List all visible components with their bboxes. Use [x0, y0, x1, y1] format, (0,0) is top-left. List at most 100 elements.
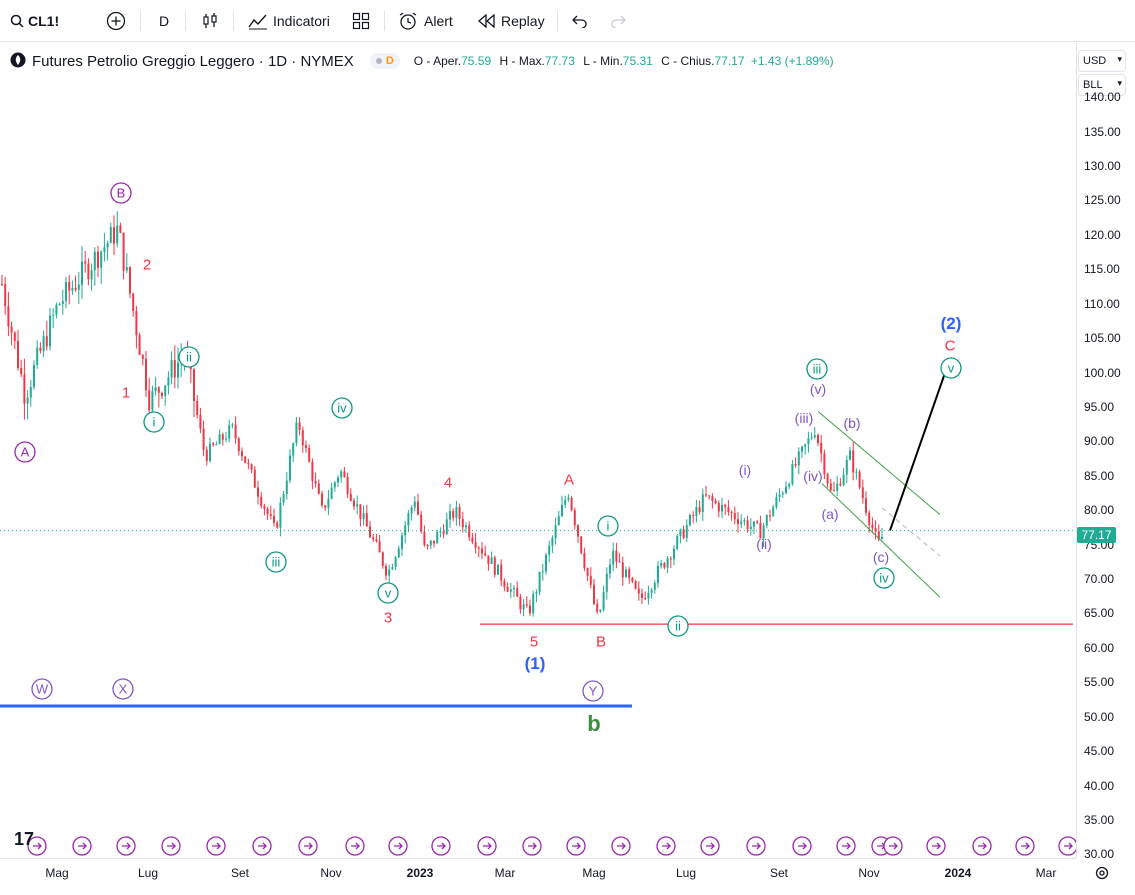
close-value: 77.17	[714, 54, 745, 68]
wave-label-circled: B	[110, 182, 132, 204]
candle-down	[237, 436, 240, 456]
candle-down	[378, 534, 381, 553]
wave-label-circle	[14, 441, 36, 463]
candle-down	[1, 274, 3, 287]
wave-label-plain: C	[945, 337, 956, 354]
replay-button[interactable]: Replay	[478, 0, 545, 42]
candle-body	[871, 524, 874, 529]
time-tick-label: 2023	[406, 866, 434, 880]
candle-down	[375, 533, 378, 543]
layouts-button[interactable]	[352, 0, 370, 42]
candle-body	[807, 438, 810, 445]
candle-down	[141, 353, 144, 366]
wave-label-circle	[331, 397, 353, 419]
candle-up	[106, 240, 109, 261]
candle-body	[538, 571, 541, 593]
wave-label-text: iv	[337, 401, 347, 416]
currency-select[interactable]: USD ▾	[1078, 50, 1126, 72]
tradingview-logo[interactable]: 17	[14, 829, 35, 849]
candle-down	[68, 274, 71, 305]
wave-label-text: v	[385, 586, 392, 601]
candle-up	[209, 437, 211, 463]
candle-up	[362, 505, 365, 526]
wave-label-circled: v	[940, 357, 962, 379]
symbol-status-icon	[10, 52, 26, 71]
indicators-button[interactable]: Indicatori	[248, 0, 330, 42]
interval-button[interactable]: D	[159, 0, 169, 42]
candle-up	[71, 280, 74, 295]
candle-body	[321, 493, 323, 506]
candle-body	[439, 531, 442, 533]
market-status-badge[interactable]: D	[369, 53, 400, 69]
candle-down	[516, 581, 519, 597]
candle-body	[33, 365, 35, 387]
candle-body	[557, 516, 560, 526]
candle-body	[657, 566, 659, 583]
candle-down	[861, 479, 864, 504]
market-badge-label: D	[385, 55, 394, 67]
unit-label: BLL	[1083, 79, 1103, 91]
candle-body	[93, 251, 96, 271]
top-toolbar: CL1! D Indicatori Alert Replay	[0, 0, 1135, 42]
compare-button[interactable]	[106, 0, 126, 42]
candle-down	[637, 581, 640, 601]
candle-body	[177, 362, 179, 378]
wave-label-text: i	[607, 519, 610, 534]
candle-down	[260, 491, 263, 509]
candle-body	[42, 336, 45, 352]
candle-down	[477, 545, 480, 558]
candle-body	[413, 501, 416, 508]
redo-button[interactable]	[610, 0, 626, 42]
candle-body	[586, 568, 589, 576]
candle-down	[365, 504, 368, 527]
candle-up	[749, 517, 752, 536]
candle-up	[647, 585, 650, 605]
candle-down	[727, 499, 730, 516]
candle-body	[311, 461, 314, 481]
alert-label: Alert	[424, 13, 453, 29]
close-label: C - Chius.	[661, 54, 715, 68]
candle-body	[426, 544, 429, 546]
chart-type-button[interactable]	[201, 0, 219, 42]
candle-down	[381, 551, 384, 569]
candle-body	[327, 498, 330, 508]
candle-body	[77, 284, 80, 290]
wave-label-circled: v	[377, 582, 399, 604]
horizontal-lines-layer	[0, 530, 1076, 708]
candle-down	[593, 579, 595, 606]
price-tick-label: 65.00	[1084, 606, 1115, 621]
candle-body	[365, 513, 368, 527]
unit-select[interactable]: BLL ▾	[1078, 74, 1126, 96]
alert-button[interactable]: Alert	[398, 0, 453, 42]
candle-up	[660, 559, 663, 569]
candle-body	[727, 507, 730, 512]
event-marker-icon	[206, 836, 226, 856]
candle-body	[506, 586, 509, 592]
candle-down	[833, 481, 835, 492]
wave-label-plain: A	[564, 471, 574, 488]
candle-body	[388, 569, 391, 576]
undo-button[interactable]	[572, 0, 588, 42]
candle-up	[100, 250, 103, 285]
candle-up	[685, 519, 688, 542]
settings-gear-icon[interactable]	[1095, 866, 1109, 885]
candle-body	[452, 511, 455, 518]
event-marker-icon	[72, 836, 92, 856]
candle-body	[730, 511, 733, 514]
candle-body	[839, 483, 842, 486]
symbol-search[interactable]: CL1!	[10, 0, 59, 42]
wave-label-plain: (iii)	[795, 410, 814, 426]
candle-body	[269, 514, 272, 516]
wave-label-text: A	[564, 471, 574, 488]
candle-up	[109, 222, 112, 244]
candle-up	[218, 429, 221, 445]
price-axis[interactable]	[1076, 43, 1135, 858]
price-tick-label: 115.00	[1084, 262, 1120, 277]
candle-up	[356, 495, 359, 515]
candle-body	[449, 511, 451, 520]
time-axis[interactable]	[0, 858, 1076, 895]
candle-body	[369, 526, 371, 538]
candle-up	[605, 567, 608, 600]
candle-up	[42, 330, 45, 357]
